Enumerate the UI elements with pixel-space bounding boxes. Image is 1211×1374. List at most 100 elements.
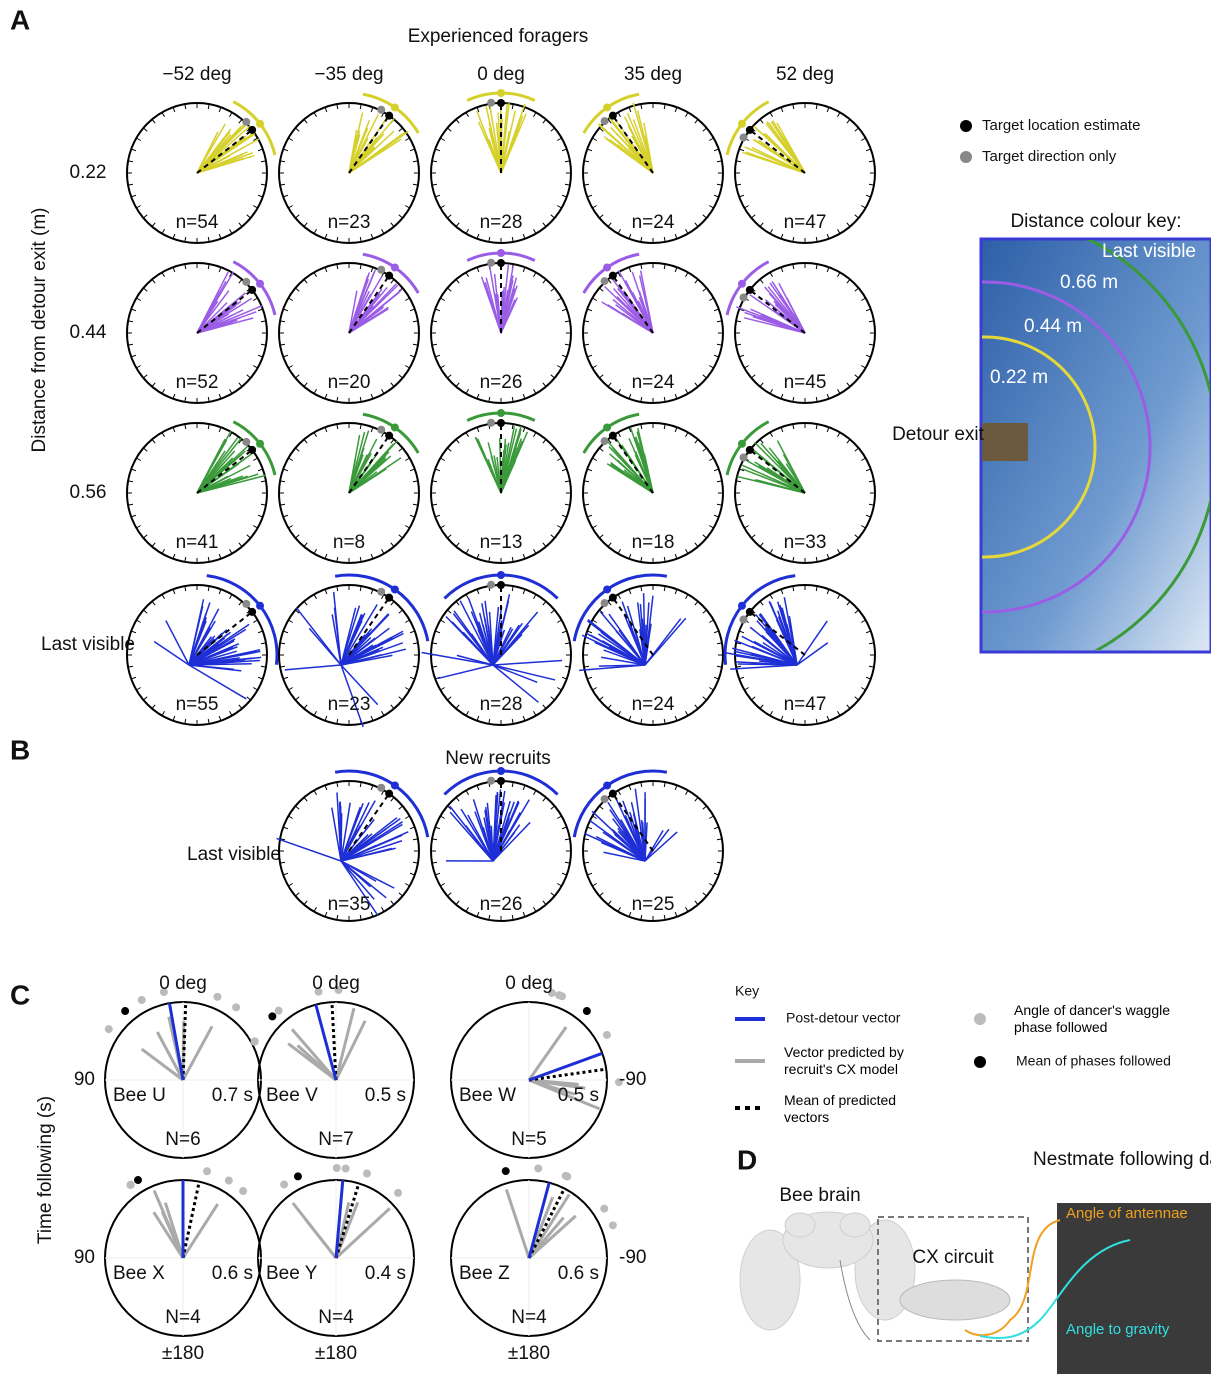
tick [440,206,444,209]
tick [399,215,403,218]
bee-n: N=6 [165,1129,200,1150]
tick [447,375,451,378]
phase-dot [534,1164,542,1172]
tick [703,610,707,613]
tick [838,229,841,233]
tick [314,790,317,794]
tick [466,790,469,794]
ray [277,838,341,861]
tick [253,206,257,209]
legend-text: Target location estimate [982,117,1140,134]
mean-dot [603,585,611,593]
direction-dot [242,278,250,286]
tick [551,128,555,131]
tick [288,366,292,369]
panel-label: D [737,1144,757,1175]
tick [861,526,865,529]
predicted-vector [183,1026,212,1080]
row-label: 0.22 [70,162,107,183]
tick [534,432,537,436]
direction-dot [377,106,385,114]
tick [855,535,859,538]
tick [295,288,299,291]
tick [618,790,621,794]
tick [456,543,459,547]
n-label: n=24 [632,694,675,715]
tick [314,112,317,116]
n-label: n=28 [480,212,523,233]
tick [162,549,165,553]
bee-name: Bee W [459,1085,516,1106]
tick [253,526,257,529]
tick [230,389,233,393]
tick [136,458,140,461]
n-label: n=28 [480,694,523,715]
tick [162,229,165,233]
target-dot [385,432,393,440]
tick [399,610,403,613]
target-dot [497,99,505,107]
tick [855,448,859,451]
tick [599,288,603,291]
tick [534,112,537,116]
tick [686,594,689,598]
column-label: 35 deg [624,64,682,85]
direction-dot [377,426,385,434]
mean-dot [738,602,746,610]
tick [847,279,850,283]
ray [645,830,663,861]
tick [838,432,841,436]
tick [534,549,537,553]
tick [239,223,242,227]
bee-time: 0.5 s [365,1085,406,1106]
tick [695,279,698,283]
tick [618,711,621,715]
diagram-label: Bee brain [779,1185,860,1206]
tick [456,797,459,801]
n-label: n=54 [176,212,219,233]
direction-dot [601,437,609,445]
cx-sketch [900,1280,1010,1320]
tick [382,549,385,553]
tick [592,138,596,141]
tick [304,601,307,605]
tick [557,138,561,141]
bee-time: 0.6 s [212,1263,253,1284]
tick [399,448,403,451]
tick [608,223,611,227]
n-label: n=45 [784,372,827,393]
tick [239,601,242,605]
tick [543,119,546,123]
tick [686,229,689,233]
tick [314,549,317,553]
tick [695,119,698,123]
bottom-label: ±180 [508,1343,550,1364]
target-dot [385,594,393,602]
tick [466,711,469,715]
tick [543,279,546,283]
tick [709,688,713,691]
tick [592,688,596,691]
tick [405,138,409,141]
tick [618,229,621,233]
legend-text: Target direction only [982,148,1117,165]
key: Key Post-detour vector Vector predicted … [735,983,1204,1132]
tick [399,806,403,809]
tick [686,549,689,553]
phase-dot [363,1169,371,1177]
n-label: n=25 [632,894,675,915]
tick [592,366,596,369]
tick [709,816,713,819]
n-label: n=23 [328,694,371,715]
brain-sketch [740,1212,915,1340]
bee-n: N=4 [165,1307,201,1328]
tick [405,816,409,819]
tick [304,901,307,905]
tick [551,215,555,218]
bee-time: 0.4 s [365,1263,406,1284]
tick [143,448,147,451]
tick [304,543,307,547]
mean-phase-dot [502,1167,510,1175]
tick [770,549,773,553]
direction-dot [740,454,748,462]
